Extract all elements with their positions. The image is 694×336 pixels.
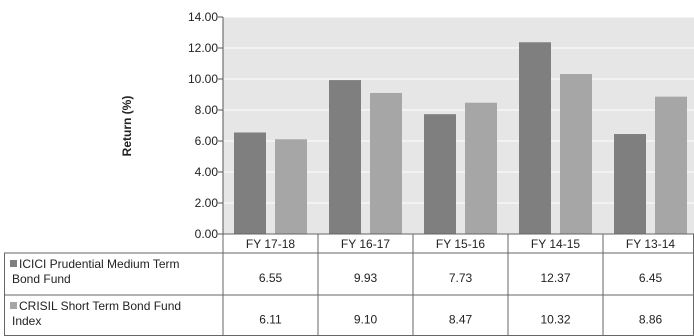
table-value-cell: 6.45 <box>639 271 663 285</box>
category-label: FY 17-18 <box>246 237 295 251</box>
bar-series2 <box>275 139 307 234</box>
y-tick-label: 0.00 <box>195 227 219 241</box>
bar-series2 <box>370 92 402 234</box>
y-tick-label: 10.00 <box>188 72 218 86</box>
bar-series2 <box>465 102 497 234</box>
bar-series2 <box>560 74 592 234</box>
bar-series1 <box>234 132 266 234</box>
bars <box>234 42 687 235</box>
legend-label-series2: CRISIL Short Term Bond Fund Index <box>12 299 181 328</box>
table-value-cell: 10.32 <box>540 313 570 327</box>
category-label: FY 13-14 <box>626 237 675 251</box>
y-tick-label: 2.00 <box>195 196 219 210</box>
table-value-cell: 8.47 <box>449 313 473 327</box>
bar-series2 <box>655 96 687 234</box>
y-tick-label: 6.00 <box>195 134 219 148</box>
y-axis-label: Return (%) <box>120 96 134 157</box>
y-axis-ticks: 0.00 2.00 4.00 6.00 8.00 10.00 12.00 14.00 <box>188 10 224 241</box>
legend-swatch-series2 <box>10 302 17 309</box>
table-value-cell: 8.86 <box>639 313 663 327</box>
y-tick-label: 12.00 <box>188 41 218 55</box>
table-value-cell: 12.37 <box>540 271 570 285</box>
bar-series1 <box>519 42 551 234</box>
bar-series1 <box>614 134 646 234</box>
legend-swatch-series1 <box>10 260 17 267</box>
category-label: FY 16-17 <box>341 237 390 251</box>
data-table: FY 17-18 FY 16-17 FY 15-16 FY 14-15 FY 13-14… <box>4 233 694 336</box>
category-label: FY 14-15 <box>531 237 580 251</box>
bar-series1 <box>424 114 456 234</box>
table-value-cell: 9.93 <box>354 271 378 285</box>
bar-series1 <box>329 80 361 235</box>
y-tick-label: 14.00 <box>188 10 218 24</box>
table-value-cell: 7.73 <box>449 271 473 285</box>
legend-label-series1: ICICI Prudential Medium Term Bond Fund <box>12 257 180 286</box>
table-value-cell: 6.55 <box>259 271 283 285</box>
category-label: FY 15-16 <box>436 237 485 251</box>
table-value-cell: 6.11 <box>259 313 282 327</box>
table-value-cell: 9.10 <box>354 313 378 327</box>
y-tick-label: 4.00 <box>195 165 219 179</box>
y-tick-label: 8.00 <box>195 103 219 117</box>
